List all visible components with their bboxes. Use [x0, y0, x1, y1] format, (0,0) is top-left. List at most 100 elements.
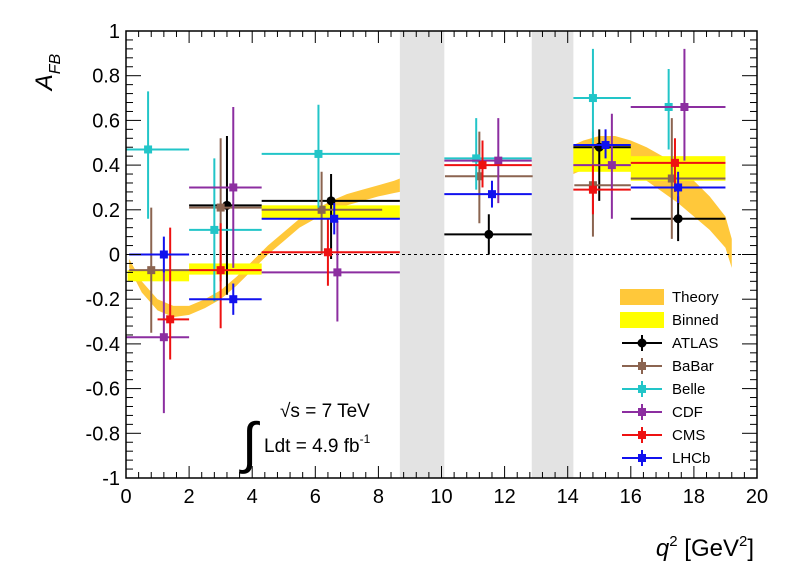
marker: [673, 214, 683, 224]
marker: [588, 94, 597, 103]
marker: [484, 229, 494, 239]
y-tick-label: 0.8: [92, 66, 120, 88]
belle-point-2: [189, 158, 262, 302]
legend-label: Theory: [672, 289, 719, 306]
belle-point-5: [573, 48, 631, 145]
cms-point-5: [573, 165, 631, 215]
legend-marker: [637, 338, 647, 348]
x-tick-label: 4: [247, 486, 258, 508]
legend-marker: [638, 362, 646, 370]
belle-point-3: [261, 104, 400, 208]
legend-entry-cdf: CDF: [622, 404, 703, 421]
lhcb-point-2: [189, 283, 262, 315]
svg-text:AFB: AFB: [31, 53, 64, 92]
legend-marker: [638, 385, 646, 393]
legend-label: ATLAS: [672, 335, 718, 352]
legend: Theory Binned ATLAS BaBar Belle CDF CMS LHCb: [620, 289, 719, 467]
marker: [475, 172, 484, 181]
lumi-label: Ldt = 4.9 fb-1: [264, 432, 371, 457]
y-tick-label: 0: [109, 245, 120, 267]
legend-marker: [638, 431, 646, 439]
series-cms: [157, 138, 726, 360]
marker: [494, 156, 503, 165]
babar-point-4: [444, 131, 533, 224]
marker: [588, 185, 597, 194]
legend-entry-theory: Theory: [620, 289, 719, 306]
legend-entry-belle: Belle: [622, 381, 705, 398]
marker: [323, 248, 332, 257]
cdf-point-1: [126, 270, 190, 414]
theory-band-low-q2: [129, 178, 400, 318]
legend-label: BaBar: [672, 358, 714, 375]
marker: [229, 183, 238, 192]
lhcb-point-5: [573, 129, 631, 159]
legend-label: LHCb: [672, 450, 710, 467]
marker: [210, 225, 219, 234]
y-tick-label: 1: [109, 21, 120, 43]
legend-marker: [638, 408, 646, 416]
y-tick-label: 0.6: [92, 110, 120, 132]
cdf-point-3: [261, 220, 400, 322]
x-tick-label: 6: [310, 486, 321, 508]
marker: [317, 205, 326, 214]
babar-point-3: [261, 171, 383, 255]
y-tick-label: -0.4: [86, 334, 120, 356]
cdf-point-4: [444, 118, 532, 204]
data-series: [126, 48, 726, 414]
cms-point-6: [630, 138, 726, 192]
legend-entry-lhcb: LHCb: [622, 450, 710, 467]
atlas-point-5: [630, 196, 726, 242]
series-atlas: [189, 129, 726, 295]
y-tick-label: 0.2: [92, 200, 120, 222]
series-lhcb: [129, 129, 726, 315]
marker: [159, 250, 168, 259]
series-cdf: [126, 48, 726, 414]
legend-entry-binned: Binned: [620, 312, 719, 329]
x-axis-label: q2 [GeV2]: [656, 533, 754, 562]
marker: [216, 203, 225, 212]
legend-entry-cms: CMS: [622, 427, 705, 444]
x-tick-label: 14: [557, 486, 579, 508]
marker: [144, 145, 153, 154]
binned-box-1: [127, 270, 190, 282]
marker: [159, 333, 168, 342]
binned-box-2: [189, 263, 262, 275]
marker: [670, 158, 679, 167]
marker: [216, 266, 225, 275]
x-axis-ticks: 0 2 4 6 8 10 12 14 16 18 20: [120, 31, 768, 508]
x-tick-label: 18: [683, 486, 705, 508]
babar-point-2: [189, 138, 262, 282]
legend-entry-babar: BaBar: [622, 358, 714, 375]
annotation: ∫ √s = 7 TeV Ldt = 4.9 fb-1: [239, 401, 371, 474]
marker: [607, 161, 616, 170]
lhcb-point-4: [444, 180, 532, 208]
integral-sign: ∫: [239, 411, 260, 474]
y-tick-label: -0.2: [86, 289, 120, 311]
x-tick-label: 12: [493, 486, 515, 508]
cdf-point-5: [573, 113, 631, 219]
atlas-point-3: [444, 214, 532, 255]
cdf-point-2: [189, 106, 262, 268]
marker: [330, 214, 339, 223]
x-tick-label: 2: [184, 486, 195, 508]
x-tick-label: 10: [430, 486, 452, 508]
y-axis-ticks: -1 -0.8 -0.6 -0.4 -0.2 0 0.2 0.4 0.6 0.8 1: [86, 21, 757, 490]
marker: [147, 266, 156, 275]
belle-point-1: [126, 91, 190, 219]
x-tick-label: 0: [120, 486, 131, 508]
cms-point-3: [261, 218, 400, 286]
belle-point-4: [444, 118, 532, 190]
lhcb-point-3: [261, 203, 400, 235]
legend-label: Belle: [672, 381, 705, 398]
marker: [667, 174, 676, 183]
y-tick-label: 0.4: [92, 155, 120, 177]
x-tick-label: 8: [373, 486, 384, 508]
lhcb-point-6: [630, 171, 726, 204]
legend-label: Binned: [672, 312, 719, 329]
legend-label: CDF: [672, 404, 703, 421]
babar-point-1: [129, 207, 190, 333]
legend-swatch: [620, 312, 664, 328]
legend-marker: [638, 454, 646, 462]
marker: [680, 102, 689, 111]
marker: [472, 154, 481, 163]
